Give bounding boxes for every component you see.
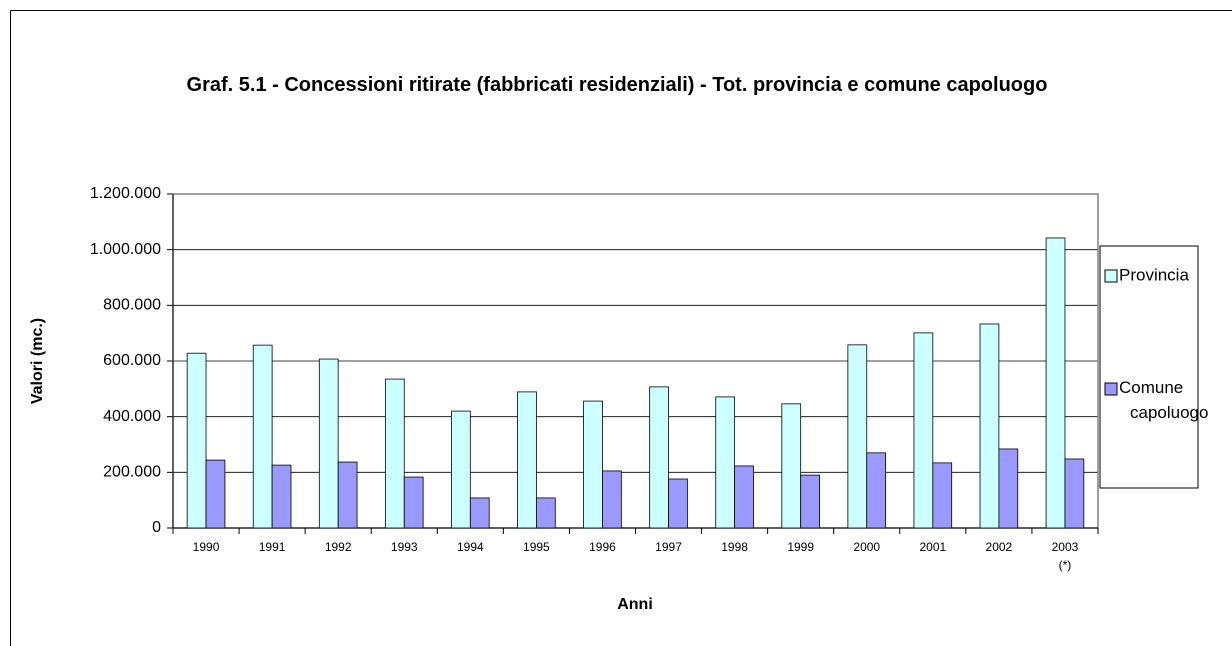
text-line: 2000 bbox=[853, 540, 880, 554]
bar bbox=[734, 465, 754, 529]
chart-title: Graf. 5.1 - Concessioni ritirate (fabbri… bbox=[186, 74, 1048, 96]
bar bbox=[847, 344, 868, 529]
bar bbox=[1045, 237, 1066, 529]
bar bbox=[715, 396, 736, 529]
x-tick-label: 1990 bbox=[193, 540, 220, 554]
bar bbox=[998, 448, 1019, 529]
legend-label: Provincia bbox=[1119, 265, 1189, 284]
text-line: Comune bbox=[1119, 378, 1183, 397]
text-line: 1995 bbox=[523, 540, 550, 554]
x-tick-label: 1995 bbox=[523, 540, 550, 554]
text-line: 1997 bbox=[655, 540, 682, 554]
legend-label: Comune capoluogo bbox=[1119, 378, 1208, 422]
x-tick-label: 2000 bbox=[853, 540, 880, 554]
bar bbox=[186, 352, 207, 529]
bar bbox=[649, 386, 669, 529]
text-line: 1998 bbox=[721, 540, 748, 554]
bar bbox=[535, 497, 556, 529]
bar bbox=[451, 410, 471, 529]
y-tick-label: 600.000 bbox=[103, 352, 161, 369]
bar bbox=[781, 403, 802, 529]
text-line: 1992 bbox=[325, 540, 352, 554]
bar bbox=[469, 497, 490, 529]
text-line: (*) bbox=[1059, 558, 1072, 572]
x-tick-label: 1994 bbox=[457, 540, 484, 554]
text-line: 2002 bbox=[986, 540, 1013, 554]
legend-swatch bbox=[1104, 269, 1118, 283]
bar bbox=[583, 400, 603, 529]
bar bbox=[252, 344, 273, 529]
x-tick-label: 1998 bbox=[721, 540, 748, 554]
y-tick-label: 800.000 bbox=[103, 297, 161, 314]
x-tick-label: 1996 bbox=[589, 540, 616, 554]
bar bbox=[205, 459, 226, 529]
text-line: 1999 bbox=[787, 540, 814, 554]
x-tick-label: 2001 bbox=[919, 540, 946, 554]
bar bbox=[384, 378, 405, 529]
bar bbox=[913, 332, 934, 529]
y-tick-label: 0 bbox=[152, 519, 161, 536]
y-tick-label: 200.000 bbox=[103, 464, 161, 481]
y-tick-label: 400.000 bbox=[103, 408, 161, 425]
x-tick-label: 2003 (*) bbox=[1052, 540, 1079, 572]
bar bbox=[517, 391, 537, 529]
bar bbox=[403, 476, 424, 529]
x-tick-label: 1992 bbox=[325, 540, 352, 554]
y-tick-label: 1.000.000 bbox=[90, 241, 161, 258]
legend-box bbox=[1099, 245, 1199, 489]
bar bbox=[800, 474, 820, 529]
bar bbox=[271, 464, 292, 529]
legend-swatch bbox=[1104, 382, 1118, 396]
x-tick-label: 1997 bbox=[655, 540, 682, 554]
bar bbox=[979, 323, 1000, 529]
bar bbox=[602, 470, 622, 529]
x-tick-label: 2002 bbox=[986, 540, 1013, 554]
text-line: 1994 bbox=[457, 540, 484, 554]
x-tick-label: 1991 bbox=[259, 540, 286, 554]
text-line: 1996 bbox=[589, 540, 616, 554]
x-tick-label: 1999 bbox=[787, 540, 814, 554]
x-axis-label: Anni bbox=[617, 596, 653, 613]
y-tick-label: 1.200.000 bbox=[90, 185, 161, 202]
bar bbox=[668, 478, 688, 529]
text-line: 1993 bbox=[391, 540, 418, 554]
text-line: 2003 bbox=[1052, 540, 1079, 554]
text-line: 1991 bbox=[259, 540, 286, 554]
title-wrap: Graf. 5.1 - Concessioni ritirate (fabbri… bbox=[186, 74, 1048, 96]
bar bbox=[318, 358, 339, 529]
x-tick-label: 1993 bbox=[391, 540, 418, 554]
text-line: 2001 bbox=[919, 540, 946, 554]
bar bbox=[337, 461, 358, 529]
text-line: capoluogo bbox=[1130, 403, 1208, 422]
bar bbox=[866, 452, 887, 529]
bar bbox=[1064, 458, 1085, 529]
text-line: 1990 bbox=[193, 540, 220, 554]
bar bbox=[932, 462, 953, 529]
y-axis-label: Valori (mc.) bbox=[29, 318, 46, 404]
